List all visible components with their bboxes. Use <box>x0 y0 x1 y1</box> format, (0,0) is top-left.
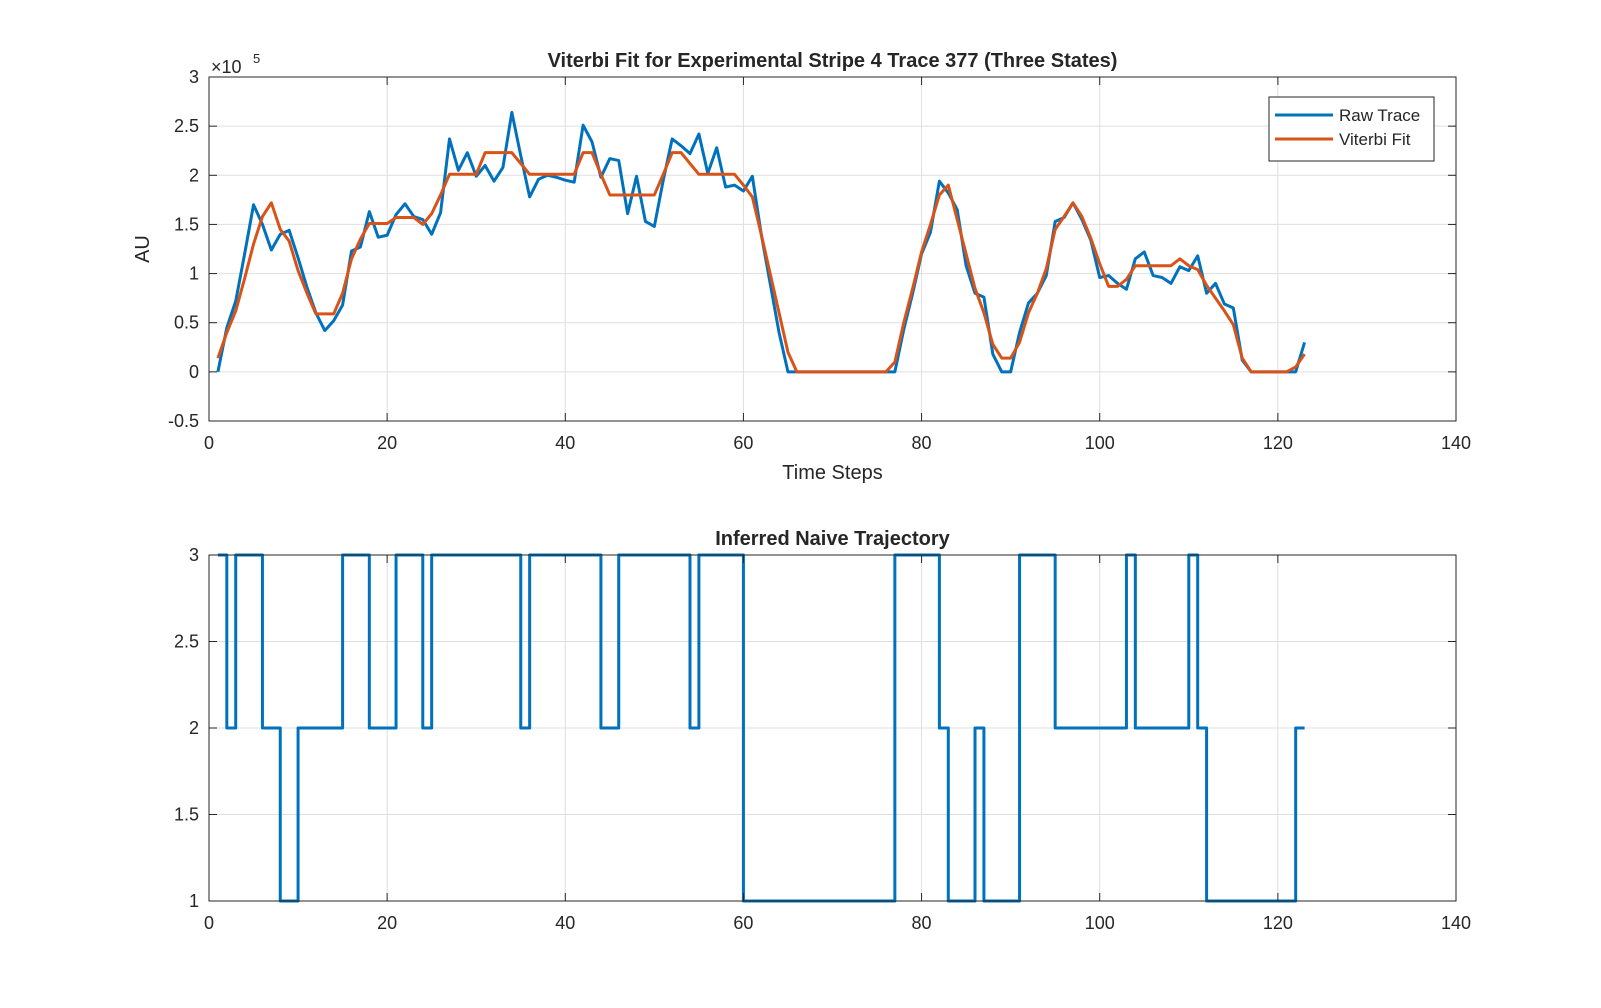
x-tick-label: 0 <box>204 913 214 933</box>
x-tick-label: 40 <box>555 913 575 933</box>
y-tick-label: 1.5 <box>174 214 199 234</box>
y-tick-label: 2 <box>189 165 199 185</box>
x-tick-label: 120 <box>1263 433 1293 453</box>
y-tick-label: 1 <box>189 264 199 284</box>
x-tick-label: 60 <box>733 913 753 933</box>
x-tick-label: 140 <box>1441 913 1471 933</box>
y-tick-label: 1.5 <box>174 805 199 825</box>
y-tick-label: 2.5 <box>174 632 199 652</box>
y-tick-label: 0 <box>189 362 199 382</box>
x-tick-label: 120 <box>1263 913 1293 933</box>
x-axis-label: Time Steps <box>782 462 882 484</box>
y-tick-label: 3 <box>189 545 199 565</box>
y-tick-label: 0.5 <box>174 313 199 333</box>
x-tick-label: 80 <box>912 913 932 933</box>
x-tick-label: 60 <box>733 433 753 453</box>
x-tick-label: 20 <box>377 913 397 933</box>
x-tick-label: 0 <box>204 433 214 453</box>
chart-title: Inferred Naive Trajectory <box>715 528 950 550</box>
x-tick-label: 80 <box>912 433 932 453</box>
legend-label: Viterbi Fit <box>1339 130 1411 149</box>
y-tick-label: 2.5 <box>174 116 199 136</box>
x-tick-label: 100 <box>1085 913 1115 933</box>
y-tick-label: 1 <box>189 891 199 911</box>
x-tick-label: 40 <box>555 433 575 453</box>
y-axis-label: AU <box>132 235 154 263</box>
x-tick-label: 140 <box>1441 433 1471 453</box>
viterbi-fit-axes: 0 20 40 60 80 100 120 140-0.500.511.522.53Viter… <box>132 50 1471 484</box>
axes-box <box>208 76 1457 422</box>
y-exponent-label: ×10 <box>211 57 242 77</box>
y-exponent-power: 5 <box>253 51 260 66</box>
y-tick-label: -0.5 <box>168 411 199 431</box>
y-tick-label: 3 <box>189 67 199 87</box>
chart-title: Viterbi Fit for Experimental Stripe 4 Tr… <box>548 50 1118 72</box>
x-tick-label: 20 <box>377 433 397 453</box>
naive-trajectory-axes: 0 20 40 60 80 100 120 140 1 1.5 2 2.5 3 Inferred Naiv… <box>174 528 1471 933</box>
plot-area <box>209 77 1456 421</box>
y-tick-label: 2 <box>189 718 199 738</box>
legend-box <box>1268 96 1435 162</box>
x-tick-label: 100 <box>1085 433 1115 453</box>
legend-label: Raw Trace <box>1339 106 1420 125</box>
series-line-viterbi-fit <box>216 151 1306 374</box>
